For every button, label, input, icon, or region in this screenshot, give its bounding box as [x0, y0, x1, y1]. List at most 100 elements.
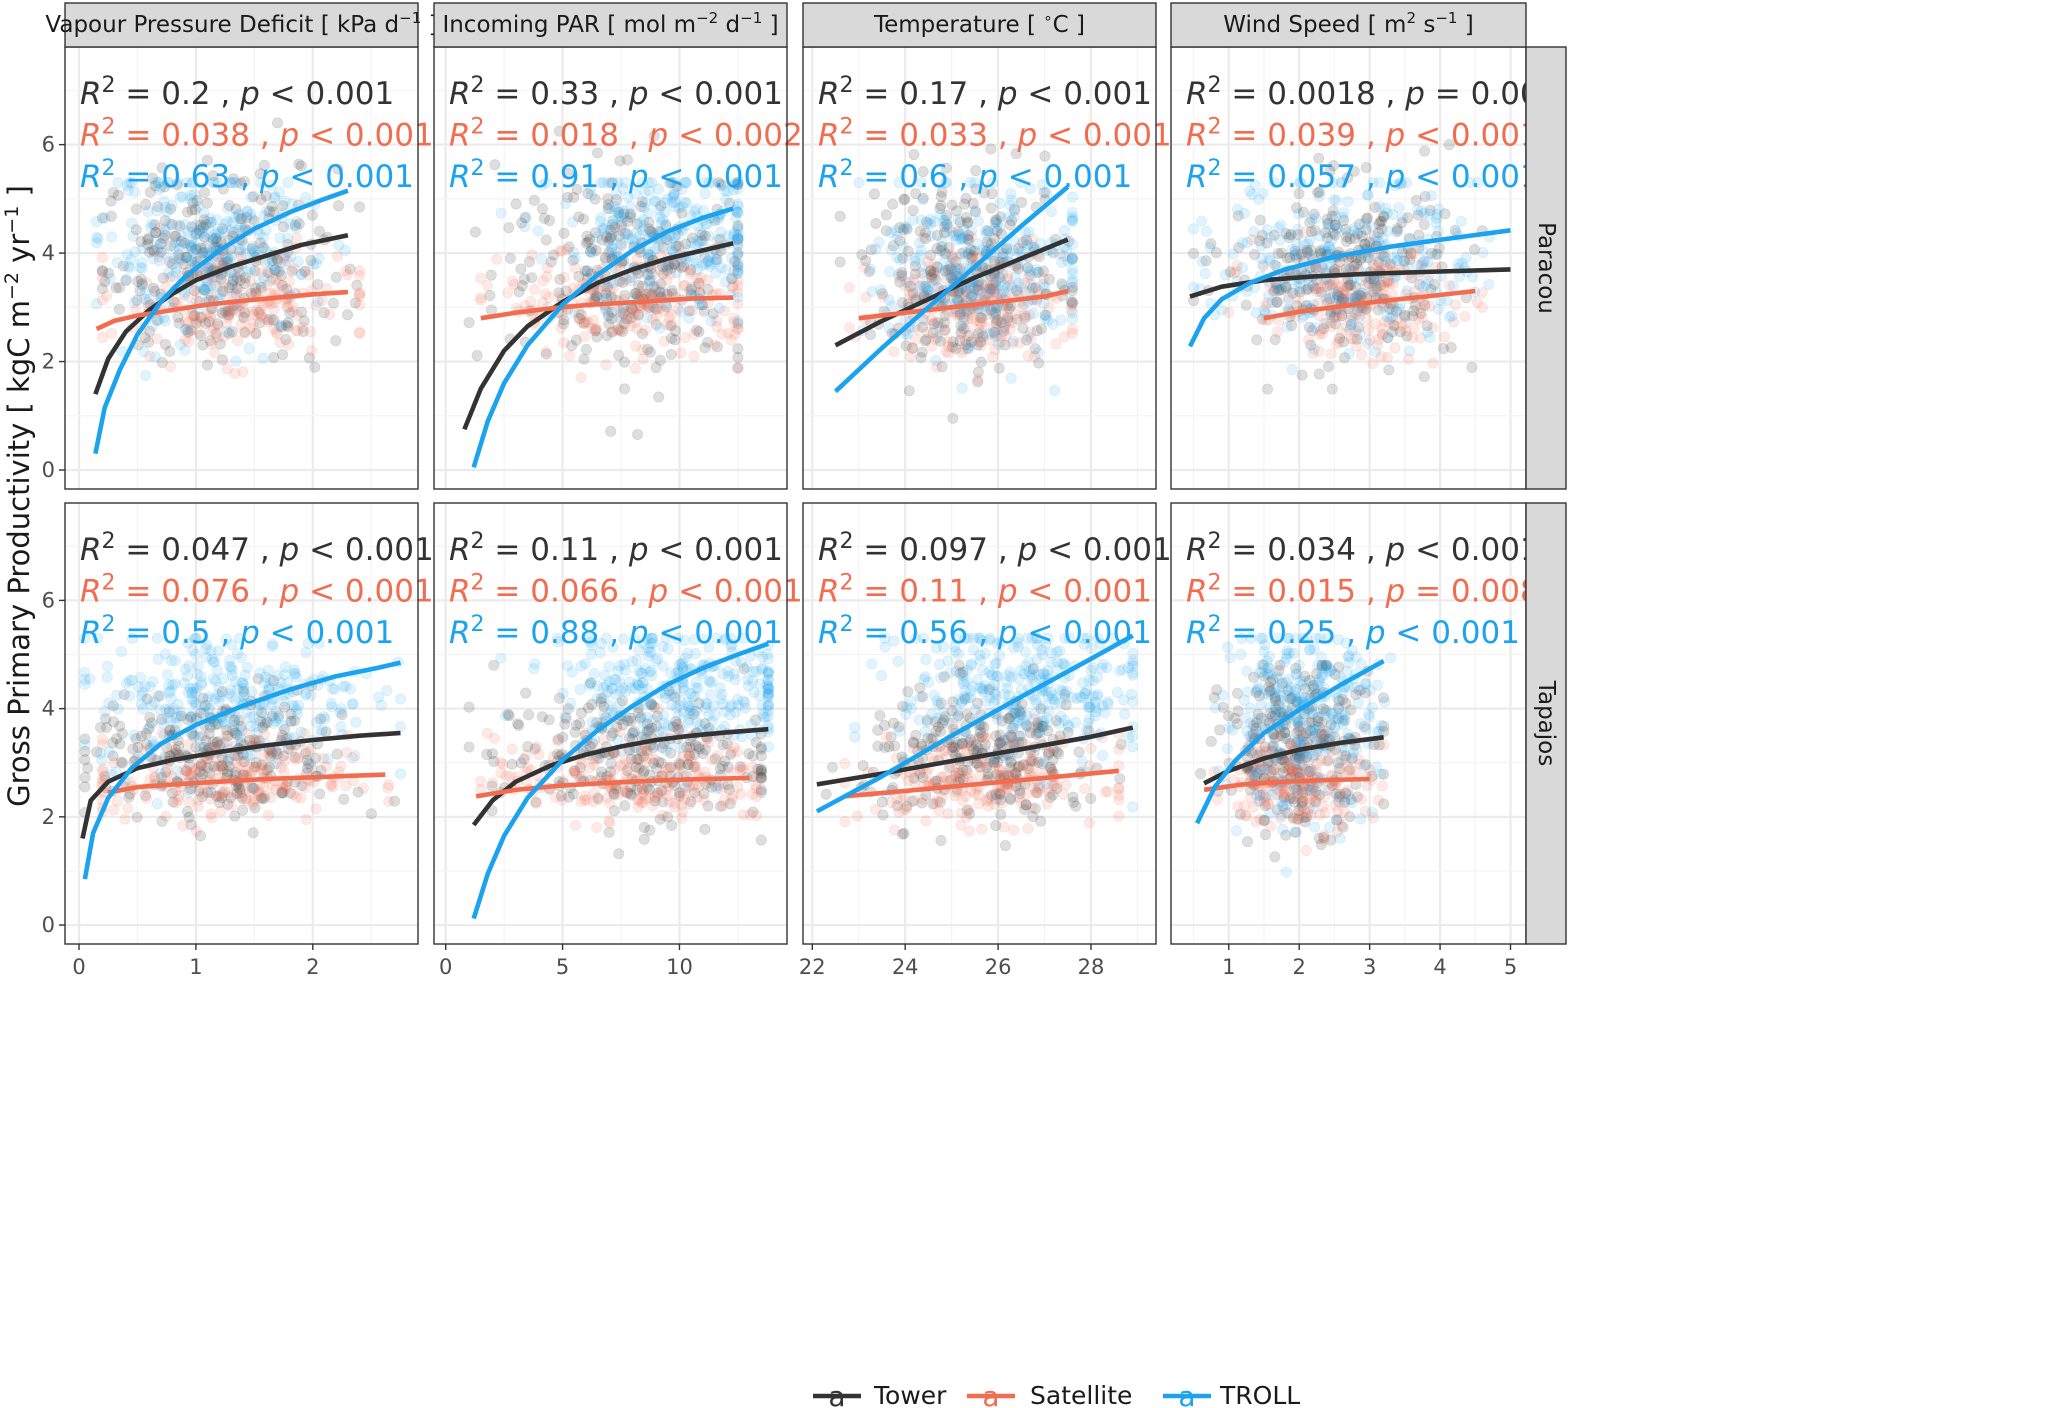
point-tower	[190, 243, 202, 255]
point-tower	[331, 748, 343, 760]
point-satellite	[727, 790, 739, 802]
point-troll	[90, 237, 103, 249]
r-exponent: 2	[471, 156, 485, 181]
point-tower	[558, 314, 570, 326]
point-satellite	[179, 315, 191, 327]
point-troll	[103, 746, 115, 758]
r-symbol: R	[818, 159, 840, 195]
point-tower	[693, 277, 705, 289]
point-troll	[193, 228, 205, 240]
point-troll	[121, 273, 133, 285]
point-satellite	[751, 783, 763, 795]
point-tower	[641, 343, 654, 355]
r2-value: = 0.057 ,	[1222, 159, 1386, 195]
point-tower	[207, 170, 219, 182]
r-exponent: 2	[102, 73, 116, 98]
point-tower	[221, 253, 234, 265]
point-troll	[175, 239, 187, 251]
point-satellite	[211, 331, 223, 344]
point-troll	[1417, 244, 1429, 256]
point-satellite	[304, 326, 317, 338]
point-tower	[554, 273, 566, 286]
point-satellite	[100, 290, 113, 302]
point-troll	[951, 230, 963, 242]
point-satellite	[745, 808, 757, 821]
point-tower	[230, 203, 242, 215]
point-tower	[257, 241, 269, 254]
point-troll	[210, 232, 222, 244]
point-tower	[199, 317, 212, 329]
point-troll	[153, 314, 165, 326]
point-satellite	[282, 255, 294, 267]
p-value: < 0.001	[299, 574, 433, 610]
p-symbol: p	[279, 574, 300, 610]
stat-tower: R2 = 0.0018 , p = 0.006	[1186, 73, 1559, 113]
point-tower	[142, 238, 154, 251]
point-troll	[372, 691, 385, 703]
point-satellite	[188, 309, 200, 321]
r-symbol: R	[80, 574, 102, 610]
point-troll	[199, 246, 211, 258]
point-satellite	[213, 256, 226, 268]
r-symbol: R	[449, 615, 471, 651]
point-troll	[1305, 249, 1317, 262]
point-tower	[578, 353, 590, 365]
point-troll	[972, 215, 984, 227]
point-troll	[225, 176, 237, 189]
point-satellite	[212, 320, 224, 332]
point-tower	[173, 317, 185, 329]
point-troll	[1404, 345, 1416, 357]
point-tower	[210, 233, 222, 245]
point-tower	[131, 811, 143, 823]
r-exponent: 2	[840, 156, 854, 181]
point-troll	[179, 218, 191, 231]
point-troll	[204, 231, 217, 243]
point-troll	[1411, 204, 1424, 216]
point-tower	[201, 197, 213, 209]
point-troll	[696, 299, 708, 311]
point-satellite	[540, 346, 552, 358]
point-troll	[147, 252, 159, 265]
point-satellite	[287, 788, 299, 800]
point-troll	[1196, 256, 1208, 268]
point-tower	[297, 325, 309, 338]
point-troll	[312, 295, 324, 308]
stat-satellite: R2 = 0.076 , p < 0.001	[80, 570, 434, 610]
point-troll	[164, 255, 176, 268]
point-troll	[718, 720, 731, 732]
point-satellite	[299, 265, 311, 277]
point-troll	[1187, 223, 1200, 235]
point-troll	[394, 693, 407, 705]
point-troll	[883, 322, 895, 334]
point-tower	[108, 716, 120, 728]
point-tower	[222, 305, 234, 317]
point-troll	[179, 323, 192, 336]
point-troll	[1014, 281, 1027, 293]
point-troll	[1296, 312, 1309, 324]
point-troll	[631, 654, 643, 666]
point-satellite	[637, 353, 649, 365]
point-tower	[579, 265, 591, 277]
point-troll	[185, 239, 197, 252]
p-value: < 0.001	[280, 159, 414, 195]
point-tower	[657, 268, 669, 280]
point-tower	[602, 193, 614, 205]
point-tower	[168, 296, 180, 308]
point-troll	[347, 698, 359, 710]
point-troll	[917, 194, 929, 206]
point-troll	[925, 230, 937, 242]
point-tower	[198, 231, 211, 243]
point-tower	[239, 327, 251, 339]
point-troll	[1314, 230, 1326, 242]
point-troll	[1258, 304, 1270, 317]
point-tower	[306, 209, 319, 221]
point-troll	[1306, 214, 1318, 226]
point-tower	[200, 219, 212, 231]
point-troll	[962, 342, 974, 354]
point-tower	[219, 305, 231, 318]
point-troll	[134, 262, 146, 274]
point-tower	[189, 285, 201, 297]
point-tower	[99, 275, 111, 288]
point-troll	[241, 205, 253, 218]
